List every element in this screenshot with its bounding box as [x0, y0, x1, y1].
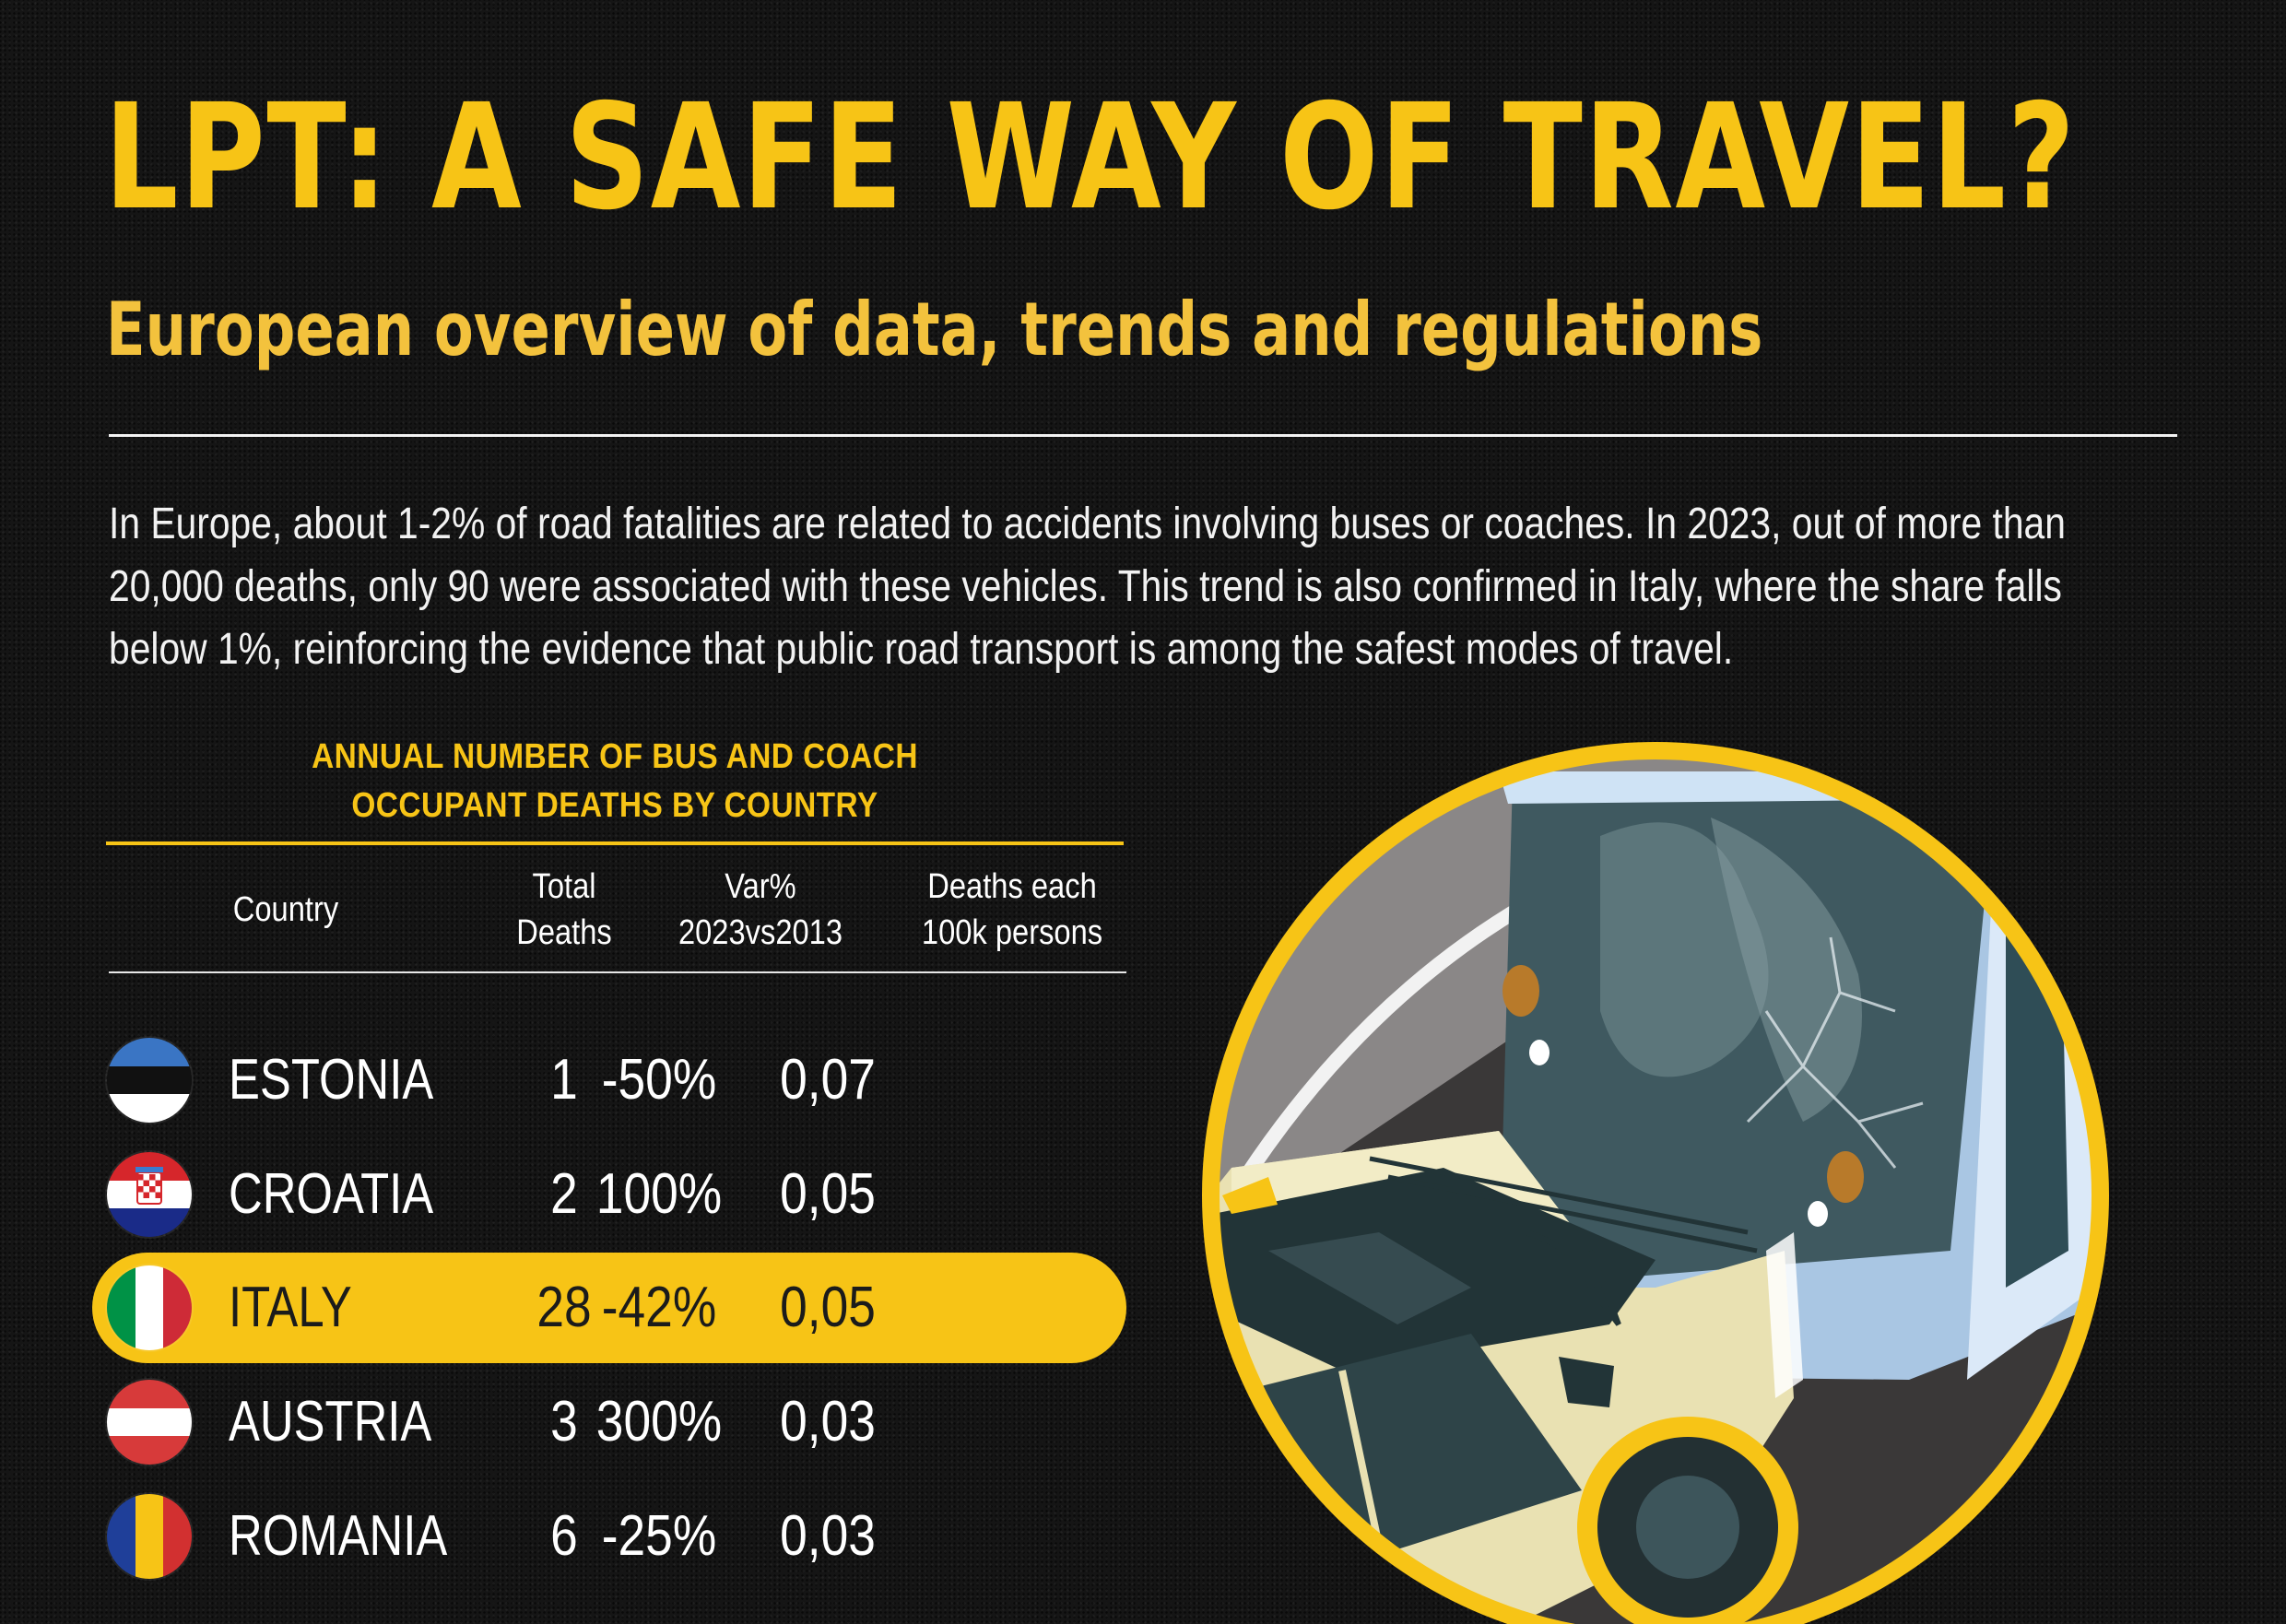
cell-deaths-per-100k: 0,03 [780, 1390, 876, 1453]
cell-var-percent: -25% [601, 1504, 717, 1568]
cell-country: ITALY [229, 1276, 352, 1339]
cell-total-deaths: 3 [550, 1390, 578, 1453]
table-top-rule [106, 841, 1124, 845]
table-title-line-1: ANNUAL NUMBER OF BUS AND COACH [312, 737, 918, 776]
cell-country: CROATIA [229, 1162, 434, 1226]
cell-total-deaths: 2 [550, 1162, 578, 1226]
cell-var-percent: 100% [595, 1162, 723, 1226]
cell-country: ESTONIA [229, 1048, 434, 1112]
cell-var-percent: -42% [601, 1276, 717, 1339]
cell-var-percent: -50% [601, 1048, 717, 1112]
cell-country: ROMANIA [229, 1504, 448, 1568]
table-row: ROMANIA 6 -25% 0,03 [92, 1481, 1126, 1592]
cell-country: AUSTRIA [229, 1390, 432, 1453]
cell-deaths-per-100k: 0,05 [780, 1276, 876, 1339]
cell-deaths-per-100k: 0,03 [780, 1504, 876, 1568]
estonia-flag-icon [107, 1038, 192, 1123]
cell-total-deaths: 28 [536, 1276, 592, 1339]
italy-flag-icon [107, 1265, 192, 1350]
title-divider [109, 434, 2177, 437]
column-header-total-deaths: Total Deaths [516, 867, 612, 952]
cell-deaths-per-100k: 0,05 [780, 1162, 876, 1226]
table-row: AUSTRIA 3 300% 0,03 [92, 1367, 1126, 1477]
table-row: CROATIA 2 100% 0,05 [92, 1139, 1126, 1250]
cell-deaths-per-100k: 0,07 [780, 1048, 876, 1112]
austria-flag-icon [107, 1380, 192, 1465]
cell-total-deaths: 6 [550, 1504, 578, 1568]
cell-var-percent: 300% [595, 1390, 723, 1453]
romania-flag-icon [107, 1494, 192, 1579]
column-header-var-percent: Var% 2023vs2013 [678, 867, 843, 952]
table-row: ESTONIA 1 -50% 0,07 [92, 1025, 1126, 1136]
cell-total-deaths: 1 [550, 1048, 578, 1112]
page-subtitle: European overview of data, trends and re… [106, 287, 1763, 372]
table-title-line-2: OCCUPANT DEATHS BY COUNTRY [351, 786, 878, 825]
page-title: LPT: A SAFE WAY OF TRAVEL? [104, 73, 2077, 242]
intro-paragraph: In Europe, about 1-2% of road fatalities… [109, 500, 2066, 674]
column-header-country: Country [232, 890, 339, 929]
bus-car-collision-icon [1202, 742, 2109, 1624]
column-header-deaths-per-100k: Deaths each 100k persons [921, 867, 1103, 952]
table-title: ANNUAL NUMBER OF BUS AND COACH OCCUPANT … [106, 733, 1124, 830]
table-row-highlighted: ITALY 28 -42% 0,05 [92, 1253, 1126, 1363]
croatia-flag-icon [107, 1152, 192, 1237]
table-header-rule [109, 971, 1126, 973]
